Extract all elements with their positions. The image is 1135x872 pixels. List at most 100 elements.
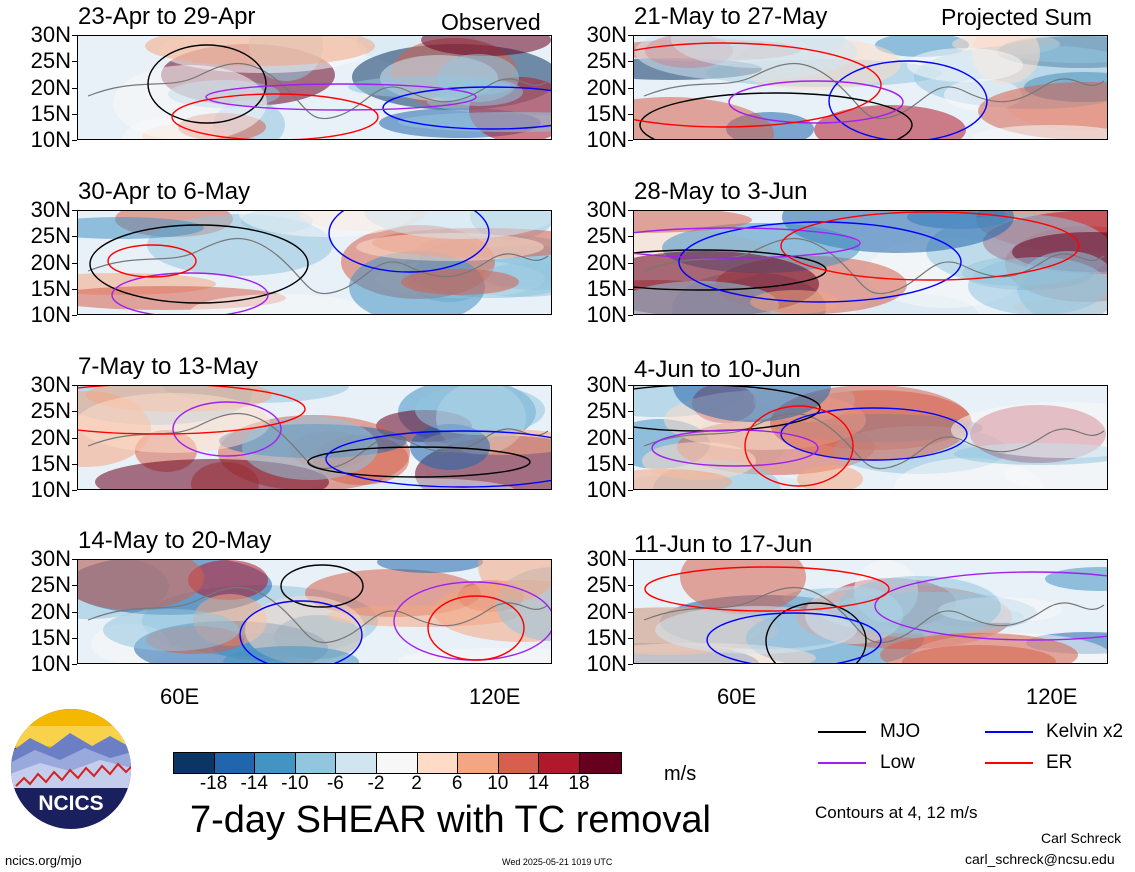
lat-tick <box>72 437 77 439</box>
shear-blob <box>837 576 1001 638</box>
lat-tick <box>628 140 633 141</box>
shear-blob <box>78 217 204 239</box>
lat-tick <box>628 463 633 465</box>
lat-label: 25N <box>586 223 627 249</box>
lat-tick <box>628 585 633 587</box>
lon-label-60e-left: 60E <box>160 684 200 709</box>
shear-blob <box>364 211 551 239</box>
lat-tick <box>72 288 77 290</box>
shear-blob <box>951 402 1107 458</box>
site-link[interactable]: ncics.org/mjo <box>5 853 82 868</box>
lat-tick <box>72 559 77 560</box>
lat-label: 25N <box>30 48 71 74</box>
lat-label: 10N <box>30 127 71 152</box>
shear-blob <box>327 605 517 627</box>
shear-blob <box>814 105 966 139</box>
contour-line <box>780 211 1080 281</box>
contour-line <box>634 227 861 259</box>
legend-kelvin-label: Kelvin x2 <box>1046 721 1124 742</box>
timestamp: Wed 2025-05-21 1019 UTC <box>502 857 613 867</box>
colorbar-tick-label: -18 <box>199 773 228 794</box>
lat-label: 30N <box>30 546 71 571</box>
shear-blob <box>401 269 519 295</box>
lat-label: 30N <box>586 546 627 571</box>
lat-tick <box>628 637 633 639</box>
lat-tick <box>628 411 633 413</box>
shear-field <box>78 386 551 489</box>
shear-blob <box>145 36 375 66</box>
lat-tick <box>72 61 77 63</box>
shear-blob <box>415 386 545 435</box>
lat-tick <box>72 35 77 36</box>
shear-blob <box>680 560 806 614</box>
author-email: carl_schreck@ncsu.edu <box>965 851 1115 867</box>
shear-field <box>634 560 1107 663</box>
contour-line <box>678 221 962 303</box>
contour-line <box>280 564 364 608</box>
contour-line <box>780 407 968 461</box>
lat-tick <box>628 559 633 560</box>
contour-line <box>171 93 379 139</box>
lat-label: 20N <box>30 424 71 450</box>
colorbar-segment <box>579 753 621 773</box>
logo-text: NCICS <box>38 792 103 815</box>
lat-tick <box>72 315 77 316</box>
lat-tick <box>72 490 77 491</box>
colorbar-segment <box>295 753 337 773</box>
map-panel <box>77 385 552 490</box>
shear-field <box>78 560 551 663</box>
contour-line <box>874 571 1107 641</box>
colorbar-segment <box>458 753 499 773</box>
colorbar-tick-label: -10 <box>281 773 309 794</box>
lat-tick <box>72 411 77 413</box>
colorbar-segment <box>255 753 296 773</box>
lat-label: 15N <box>586 275 627 301</box>
shear-blob <box>242 416 378 480</box>
contour-line <box>427 595 525 661</box>
colorbar-segment <box>174 753 215 773</box>
lat-tick <box>72 236 77 238</box>
contour-line <box>728 80 904 124</box>
colorbar <box>173 752 622 774</box>
shear-blob <box>113 65 267 139</box>
lat-label: 20N <box>586 74 627 100</box>
lon-label-120e-left: 120E <box>469 684 521 709</box>
colorbar-tick-label: 2 <box>411 773 422 794</box>
contour-line <box>382 86 551 130</box>
coastline <box>87 62 549 120</box>
lat-label: 30N <box>586 197 627 222</box>
units-label: m/s <box>664 763 697 785</box>
lat-label: 20N <box>586 249 627 275</box>
contour-line <box>172 401 282 457</box>
lat-tick <box>628 35 633 36</box>
contour-line <box>765 602 867 663</box>
contour-line <box>328 211 490 273</box>
panel-title-right-4: 11-Jun to 17-Jun <box>634 531 813 558</box>
lat-label: 10N <box>30 477 71 502</box>
lat-label: 25N <box>30 223 71 249</box>
lat-label: 15N <box>586 450 627 476</box>
shear-blob <box>398 112 551 132</box>
contour-line <box>644 566 890 612</box>
colorbar-segment <box>539 753 580 773</box>
contour-line <box>651 429 819 467</box>
lat-tick <box>628 262 633 264</box>
lat-label: 10N <box>30 302 71 327</box>
lat-tick <box>72 637 77 639</box>
shear-blob <box>655 606 857 654</box>
shear-field <box>78 211 551 314</box>
lat-tick <box>628 113 633 115</box>
lat-label: 30N <box>30 197 71 222</box>
shear-blob <box>797 465 863 489</box>
legend-mjo-line <box>818 731 866 733</box>
coastline <box>87 586 549 644</box>
shear-blob <box>634 469 732 489</box>
coastline <box>87 412 549 470</box>
lat-tick <box>72 113 77 115</box>
legend-er-label: ER <box>1046 752 1073 773</box>
shear-blob <box>972 125 1107 139</box>
lat-tick <box>628 437 633 439</box>
lat-tick <box>72 664 77 665</box>
shear-blob <box>188 560 268 600</box>
observed-label: Observed <box>441 9 541 35</box>
